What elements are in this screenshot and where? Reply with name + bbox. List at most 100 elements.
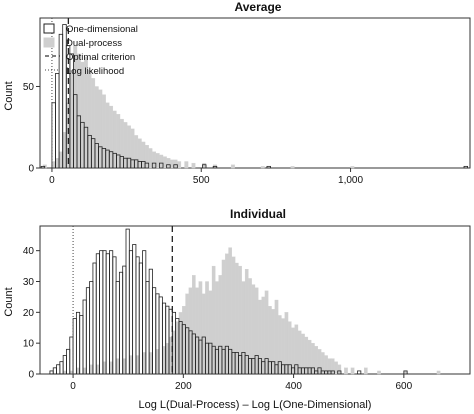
bar-one-dimensional xyxy=(144,162,150,169)
bar-one-dimensional xyxy=(145,281,150,375)
bar-one-dimensional xyxy=(158,296,163,375)
bar-one-dimensional xyxy=(266,165,271,169)
bar-one-dimensional xyxy=(102,250,107,375)
bar-one-dimensional xyxy=(40,165,46,169)
bar-dual-process xyxy=(101,94,106,169)
bar-dual-process xyxy=(350,166,355,169)
bar-dual-process xyxy=(177,161,182,169)
bar-dual-process xyxy=(55,158,60,169)
bar-one-dimensional xyxy=(66,348,71,375)
bar-dual-process xyxy=(230,164,235,169)
bar-dual-process xyxy=(258,299,262,375)
bar-dual-process xyxy=(141,141,146,169)
bar-dual-process xyxy=(123,122,128,169)
bar-dual-process xyxy=(191,275,196,375)
y-axis-individual: 0 10 20 30 40 xyxy=(23,246,40,381)
bar-one-dimensional xyxy=(125,228,130,375)
bar-one-dimensional xyxy=(463,165,469,169)
bar-dual-process xyxy=(62,131,67,169)
bar-dual-process xyxy=(201,293,206,375)
bar-dual-process xyxy=(94,86,99,169)
bar-dual-process xyxy=(98,89,103,169)
y-tick-label: 0 xyxy=(28,164,34,175)
x-tick-label: 0 xyxy=(70,381,76,392)
bar-dual-process xyxy=(119,118,124,169)
bar-dual-process xyxy=(182,306,186,375)
bar-dual-process xyxy=(238,265,242,375)
bar-dual-process xyxy=(211,265,216,375)
bar-dual-process xyxy=(91,78,96,169)
bar-one-dimensional xyxy=(89,281,94,375)
x-axis-individual: 0 200 400 600 xyxy=(70,374,413,392)
y-axis-title-individual: Count xyxy=(3,287,15,316)
bar-one-dimensional xyxy=(109,250,114,375)
bar-one-dimensional xyxy=(51,102,56,169)
bar-dual-process xyxy=(82,367,87,375)
y-axis-title-average: Count xyxy=(3,81,15,110)
bar-dual-process xyxy=(350,367,355,375)
bar-dual-process xyxy=(166,158,171,169)
bar-dual-process xyxy=(251,284,256,375)
bar-dual-process xyxy=(291,327,295,375)
bar-dual-process xyxy=(148,148,153,169)
bar-dual-process xyxy=(334,361,338,375)
bar-dual-process xyxy=(155,153,160,169)
bar-dual-process xyxy=(148,352,153,375)
legend-swatch-dual-process xyxy=(43,37,55,48)
bar-dual-process xyxy=(51,161,56,169)
bar-one-dimensional xyxy=(202,164,207,169)
bar-one-dimensional xyxy=(92,262,97,375)
bar-one-dimensional xyxy=(166,164,171,169)
bar-dual-process xyxy=(69,70,74,169)
bar-dual-process xyxy=(87,70,92,169)
bar-dual-process xyxy=(221,259,226,375)
bar-dual-process xyxy=(58,151,63,169)
bar-dual-process xyxy=(294,324,299,375)
bar-dual-process xyxy=(137,138,142,169)
bar-dual-process xyxy=(130,128,135,169)
bar-dual-process xyxy=(102,361,107,375)
bar-one-dimensional xyxy=(152,287,157,375)
bar-dual-process xyxy=(185,293,189,375)
bar-dual-process xyxy=(105,102,110,169)
bar-dual-process xyxy=(115,358,120,375)
bar-dual-process xyxy=(142,352,146,375)
bar-dual-process xyxy=(155,349,160,375)
bar-dual-process xyxy=(311,343,315,375)
bar-dual-process xyxy=(109,105,114,169)
bar-one-dimensional xyxy=(212,165,218,169)
bar-dual-process xyxy=(330,358,335,375)
plot-frame-average xyxy=(39,17,471,169)
bar-dual-process xyxy=(134,135,139,169)
bar-dual-process xyxy=(76,367,80,375)
bar-dual-process xyxy=(317,349,322,375)
bar-dual-process xyxy=(274,299,279,375)
y-tick-label: 0 xyxy=(28,370,34,381)
bar-dual-process xyxy=(287,321,292,375)
bar-dual-process xyxy=(248,278,252,375)
bar-one-dimensional xyxy=(79,315,84,375)
bars-one-dimensional-individual xyxy=(49,228,408,375)
bar-one-dimensional xyxy=(99,250,104,375)
x-tick-label: 200 xyxy=(175,381,192,392)
bar-dual-process xyxy=(314,346,319,375)
bar-dual-process xyxy=(215,281,219,375)
bar-dual-process xyxy=(241,281,246,375)
y-axis-average: 0 50 xyxy=(23,82,40,175)
bar-dual-process xyxy=(191,162,196,169)
bar-one-dimensional xyxy=(59,361,64,375)
bar-dual-process xyxy=(244,269,249,375)
bar-one-dimensional xyxy=(151,162,157,169)
bar-one-dimensional xyxy=(105,253,110,375)
bar-dual-process xyxy=(144,145,149,169)
bar-dual-process xyxy=(327,358,332,375)
bar-dual-process xyxy=(231,256,236,375)
bar-dual-process xyxy=(109,361,113,375)
legend-label-optimal-criterion: Optimal criterion xyxy=(66,52,135,63)
bar-dual-process xyxy=(234,262,239,375)
bars-dual-process-average xyxy=(42,45,355,169)
legend-label-log-likelihood: Log likelihood xyxy=(66,66,124,77)
bar-dual-process xyxy=(116,114,121,169)
bar-dual-process xyxy=(80,61,85,169)
x-tick-label: 0 xyxy=(49,175,55,186)
